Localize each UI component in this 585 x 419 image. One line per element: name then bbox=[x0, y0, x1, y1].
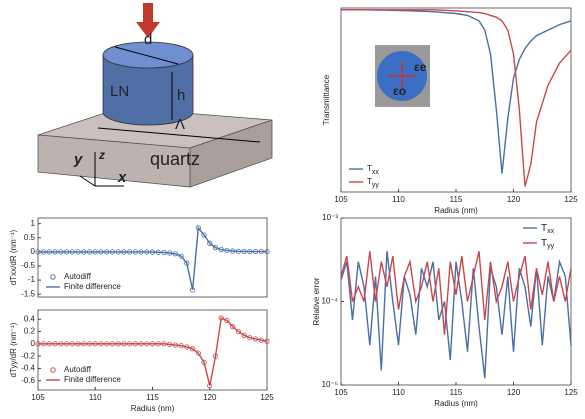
inset-arrows bbox=[388, 62, 416, 90]
y-axis-label: dTyy/dR (nm⁻¹) bbox=[9, 322, 18, 377]
series-line bbox=[38, 316, 268, 386]
x-tick-label: 115 bbox=[450, 195, 463, 204]
diagram: d LN h Λ quartz x y z bbox=[37, 3, 273, 188]
series-line bbox=[341, 9, 572, 174]
y-tick-label: -0.4 bbox=[21, 364, 35, 373]
x-tick-label: 110 bbox=[89, 393, 102, 402]
x-tick-label: 105 bbox=[334, 195, 348, 204]
marker bbox=[235, 328, 241, 335]
inset-label: εe bbox=[414, 60, 427, 74]
label-d: d bbox=[144, 31, 152, 48]
plot-frame bbox=[37, 217, 268, 298]
y-tick-label: -0.5 bbox=[21, 261, 35, 270]
series-line bbox=[340, 251, 572, 335]
legend-label: Tyy bbox=[541, 238, 555, 250]
x-tick-label: 125 bbox=[260, 393, 274, 402]
y-tick-label: 0 bbox=[31, 247, 36, 256]
y-tick-label: 10⁻⁴ bbox=[321, 297, 338, 306]
series-line bbox=[38, 226, 267, 291]
y-axis-label: Relative error bbox=[312, 277, 321, 325]
y-tick-label: -0.6 bbox=[21, 376, 35, 385]
incident-arrow bbox=[136, 3, 160, 38]
y-tick-label: 10⁻³ bbox=[322, 213, 338, 222]
legend-label: Txx bbox=[367, 164, 379, 176]
x-tick-label: 120 bbox=[507, 388, 521, 397]
label-quartz: quartz bbox=[150, 149, 200, 169]
inset-label: εo bbox=[393, 84, 406, 98]
y-tick-label: 1 bbox=[31, 219, 36, 228]
x-tick-label: 105 bbox=[31, 393, 45, 402]
x-tick-label: 120 bbox=[203, 393, 217, 402]
marker bbox=[224, 317, 230, 324]
legend-label: Finite difference bbox=[64, 282, 121, 291]
series-line bbox=[341, 9, 572, 187]
legend-label: Autodiff bbox=[64, 365, 92, 374]
axes-triad bbox=[79, 152, 124, 187]
label-ln: LN bbox=[110, 83, 129, 100]
x-axis-label: Radius (nm) bbox=[434, 206, 478, 215]
y-tick-label: 0.4 bbox=[24, 314, 36, 323]
label-period: Λ bbox=[175, 116, 185, 133]
x-tick-label: 120 bbox=[507, 195, 521, 204]
y-tick-label: 0.5 bbox=[24, 233, 36, 242]
x-tick-label: 115 bbox=[146, 393, 159, 402]
marker bbox=[178, 253, 184, 259]
y-tick-label: 10⁻⁵ bbox=[322, 380, 338, 389]
y-tick-label: 0.2 bbox=[24, 327, 36, 336]
y-axis-label: dTxx/dR (nm⁻¹) bbox=[9, 230, 18, 286]
quartz-side bbox=[189, 119, 273, 188]
x-tick-label: 105 bbox=[334, 388, 348, 397]
marker bbox=[195, 350, 201, 356]
period-line bbox=[97, 127, 261, 143]
axis-y: y bbox=[73, 151, 83, 168]
x-tick-label: 110 bbox=[392, 388, 405, 397]
diameter-line bbox=[114, 46, 179, 65]
y-tick-label: 0 bbox=[31, 339, 36, 348]
marker bbox=[241, 332, 247, 338]
legend-label: Tyy bbox=[367, 177, 379, 189]
x-tick-label: 115 bbox=[450, 388, 463, 397]
series-line bbox=[340, 251, 572, 379]
legend-label: Txx bbox=[541, 223, 555, 235]
legend-label: Finite difference bbox=[64, 375, 121, 384]
legend-label: Autodiff bbox=[64, 272, 92, 281]
legend-marker bbox=[50, 274, 56, 280]
y-tick-label: -1 bbox=[28, 275, 36, 284]
y-axis-label: Transmittance bbox=[322, 74, 331, 125]
axis-z: z bbox=[98, 148, 105, 162]
x-axis-label: Radius (nm) bbox=[131, 404, 175, 413]
axis-x: x bbox=[117, 169, 127, 186]
y-tick-label: -0.2 bbox=[21, 351, 35, 360]
cylinder-body bbox=[102, 54, 194, 126]
x-tick-label: 125 bbox=[564, 195, 578, 204]
marker bbox=[201, 232, 207, 238]
x-axis-label: Radius (nm) bbox=[434, 399, 478, 408]
label-h: h bbox=[177, 87, 185, 104]
x-tick-label: 110 bbox=[392, 195, 405, 204]
marker bbox=[207, 240, 213, 246]
legend-marker bbox=[50, 367, 56, 373]
x-tick-label: 125 bbox=[564, 388, 578, 397]
marker bbox=[230, 324, 236, 330]
y-tick-label: -1.5 bbox=[21, 289, 35, 298]
